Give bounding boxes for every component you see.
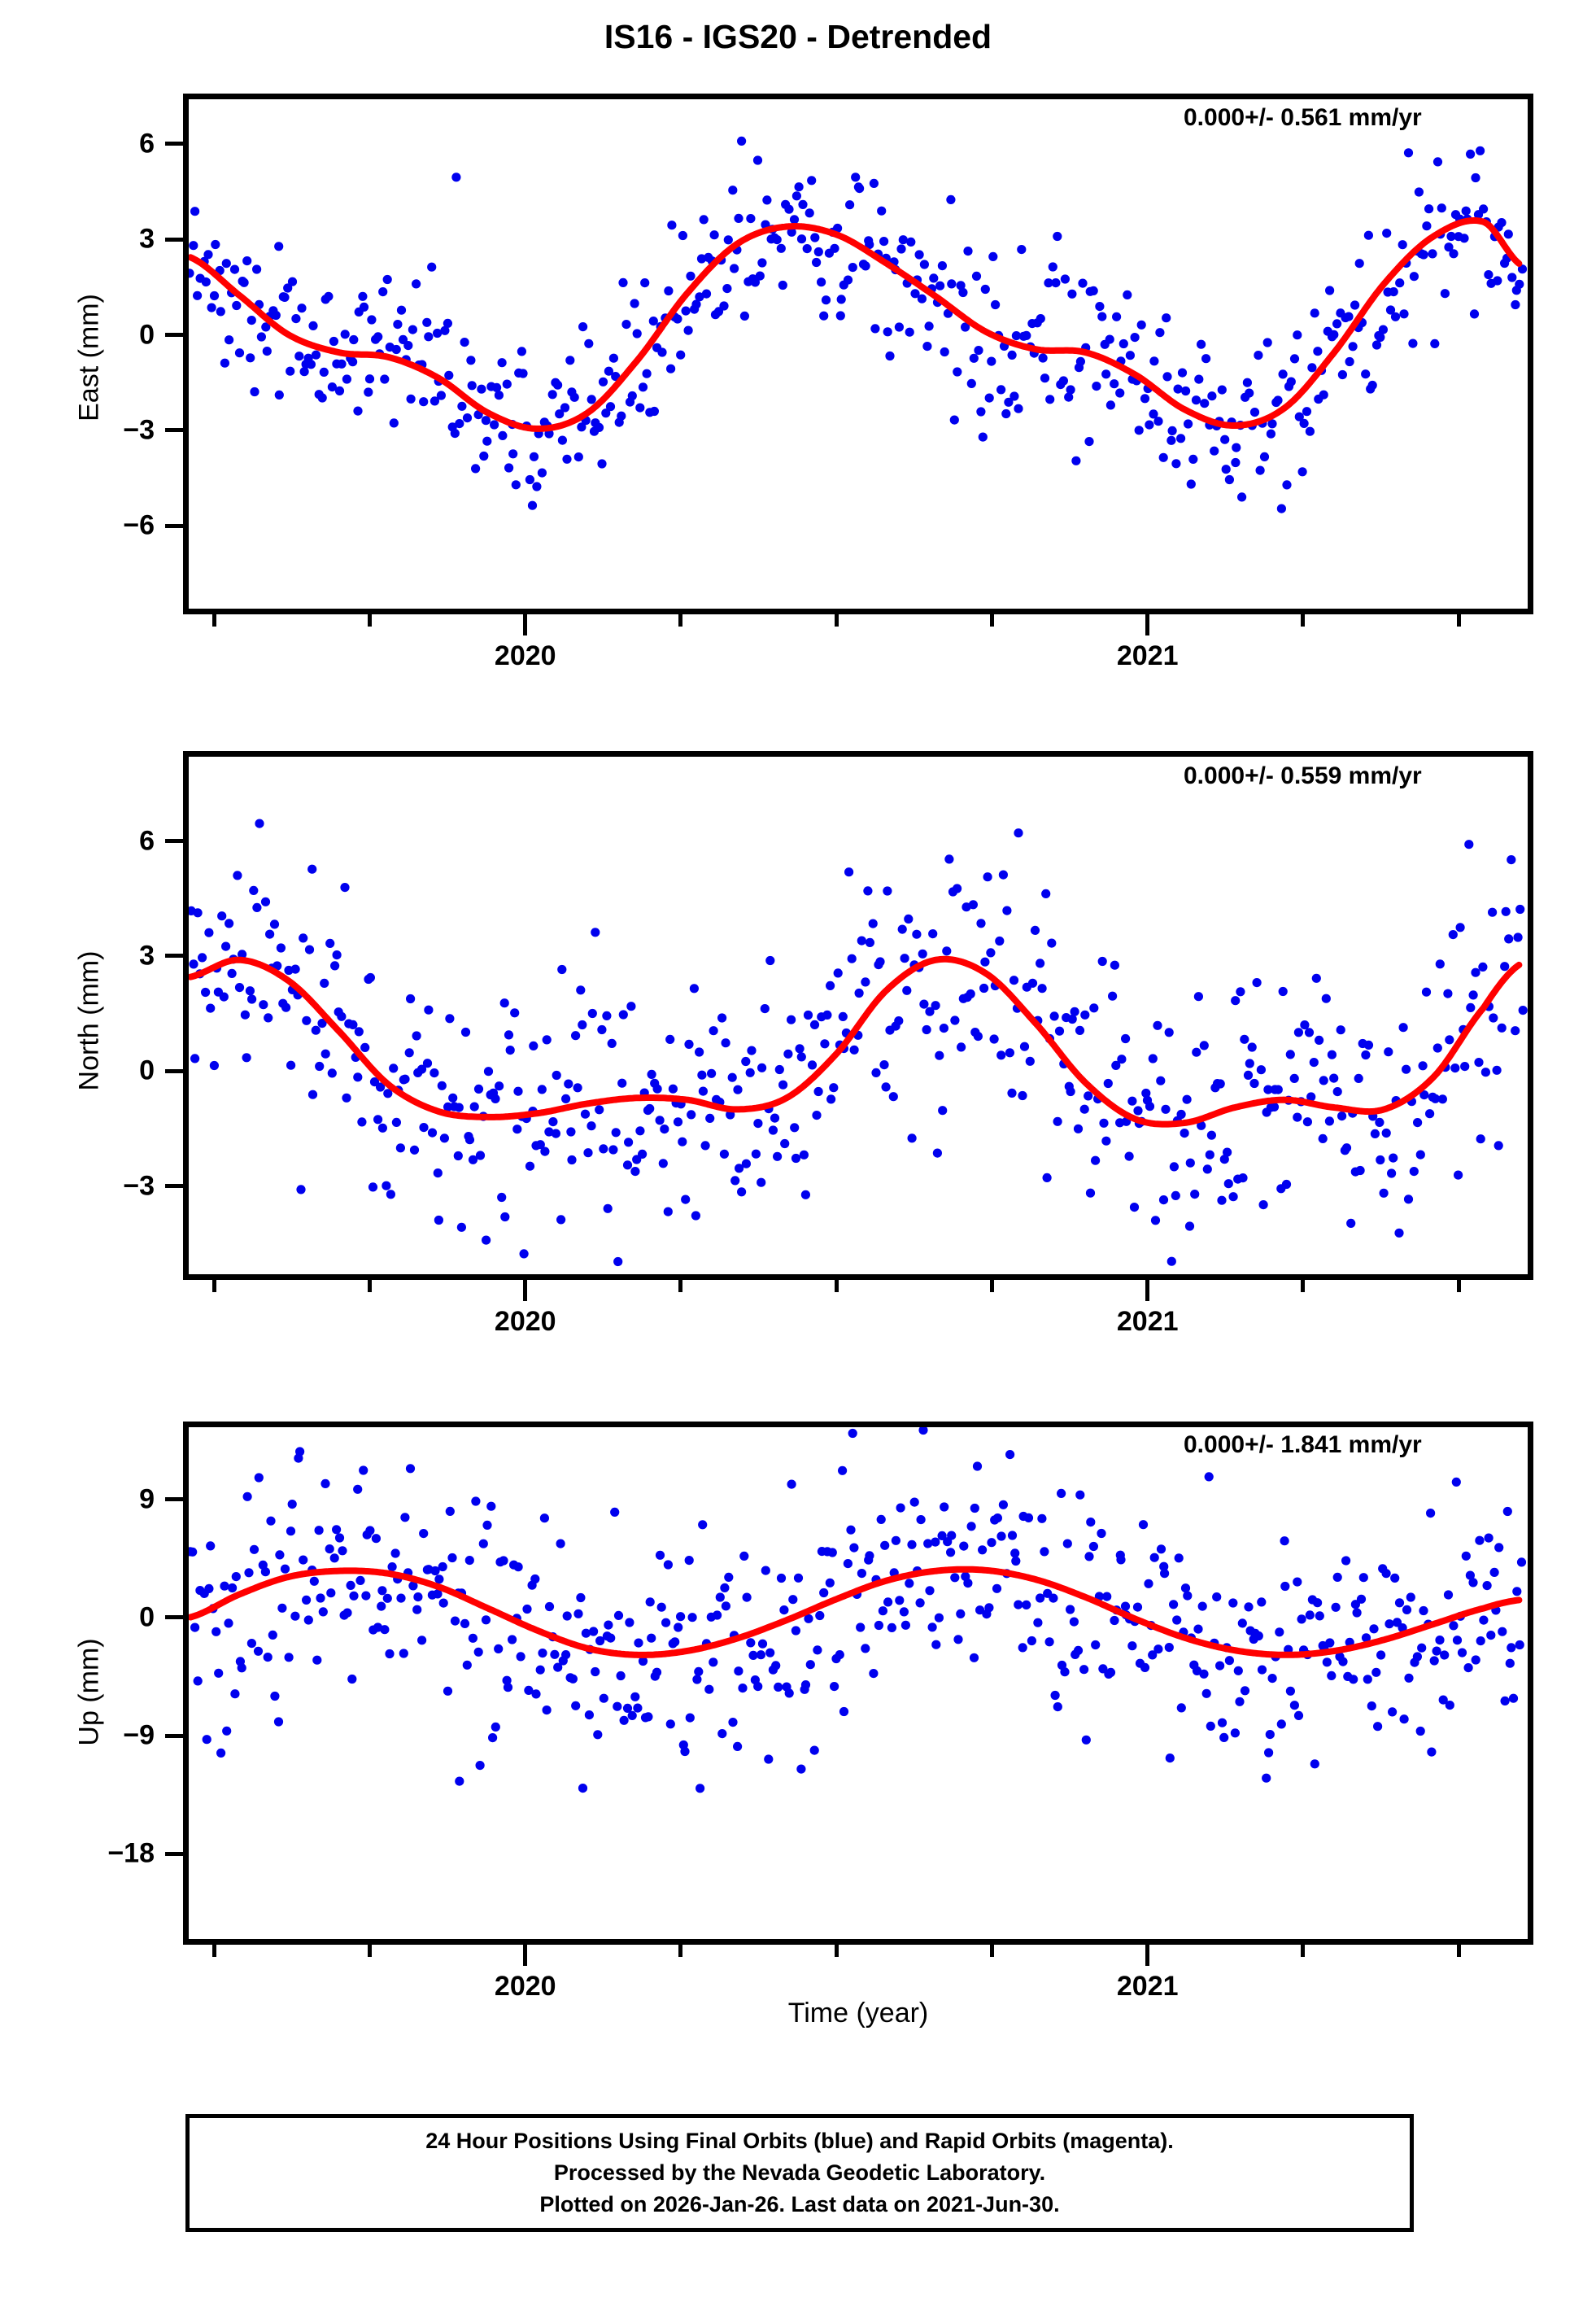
y-tick-label: 9 (139, 1483, 155, 1515)
y-tick-mark (165, 523, 183, 528)
y-tick-mark (165, 333, 183, 338)
y-tick-mark (165, 1851, 183, 1856)
x-minor-tick-mark (1301, 614, 1306, 627)
y-tick-label: 3 (139, 223, 155, 255)
x-minor-tick-mark (367, 1280, 372, 1292)
caption-box: 24 Hour Positions Using Final Orbits (bl… (185, 2114, 1414, 2232)
y-tick-label: 0 (139, 1055, 155, 1086)
y-tick-label: −6 (123, 509, 155, 541)
y-tick-label: 6 (139, 128, 155, 159)
x-minor-tick-mark (1456, 1280, 1461, 1292)
y-tick-mark (165, 1497, 183, 1502)
x-minor-tick-mark (1456, 1945, 1461, 1957)
x-tick-label: 2020 (494, 1306, 556, 1337)
x-tick-label: 2021 (1116, 1971, 1179, 2002)
y-tick-mark (165, 1733, 183, 1738)
panel-north-rate-label: 0.000+/- 0.559 mm/yr (1184, 762, 1422, 789)
x-tick-label: 2021 (1116, 1306, 1179, 1337)
y-tick-mark (165, 1184, 183, 1189)
x-minor-tick-mark (834, 614, 839, 627)
x-minor-tick-mark (989, 614, 994, 627)
x-tick-label: 2020 (494, 1971, 556, 2002)
y-tick-label: −3 (123, 414, 155, 446)
caption-line-1: 24 Hour Positions Using Final Orbits (bl… (425, 2128, 1174, 2153)
panel-up: 0.000+/- 1.841 mm/yr Up (mm) (74, 1422, 1533, 1945)
x-tick-label: 2021 (1116, 640, 1179, 671)
x-major-tick-mark (1145, 1945, 1150, 1966)
x-minor-tick-mark (834, 1280, 839, 1292)
y-tick-mark (165, 954, 183, 959)
y-tick-mark (165, 1068, 183, 1073)
x-minor-tick-mark (211, 614, 216, 627)
panel-up-plot-area (189, 1427, 1527, 1793)
panel-up-frame (183, 1422, 1533, 1945)
x-minor-tick-mark (989, 1280, 994, 1292)
panel-north-plot-area (189, 819, 1528, 1267)
caption-line-2: Processed by the Nevada Geodetic Laborat… (553, 2160, 1046, 2185)
x-major-tick-mark (523, 1280, 528, 1301)
x-minor-tick-mark (678, 1280, 683, 1292)
x-minor-tick-mark (211, 1945, 216, 1957)
y-tick-label: 3 (139, 940, 155, 972)
y-tick-mark (165, 142, 183, 146)
x-tick-label: 2020 (494, 640, 556, 671)
fit-line (189, 955, 1523, 1128)
y-tick-label: −18 (107, 1837, 155, 1869)
panel-east-plot-area (189, 136, 1528, 513)
scatter-points (189, 1427, 1527, 1793)
y-tick-label: 6 (139, 825, 155, 857)
fit-line (189, 217, 1523, 432)
y-tick-label: 0 (139, 319, 155, 351)
page-title: IS16 - IGS20 - Detrended (604, 18, 992, 55)
x-major-tick-mark (1145, 1280, 1150, 1301)
x-minor-tick-mark (678, 614, 683, 627)
panel-east-rate-label: 0.000+/- 0.561 mm/yr (1184, 104, 1422, 131)
y-tick-mark (165, 237, 183, 242)
y-tick-mark (165, 1615, 183, 1620)
panel-up-rate-label: 0.000+/- 1.841 mm/yr (1184, 1431, 1422, 1458)
x-major-tick-mark (1145, 614, 1150, 635)
y-tick-label: −3 (123, 1170, 155, 1202)
panel-east: 0.000+/- 0.561 mm/yr East (mm) (0, 0, 1596, 732)
fit-line (189, 1566, 1523, 1658)
y-tick-label: 0 (139, 1601, 155, 1633)
x-minor-tick-mark (367, 614, 372, 627)
x-minor-tick-mark (834, 1945, 839, 1957)
y-tick-mark (165, 428, 183, 433)
x-minor-tick-mark (678, 1945, 683, 1957)
panel-north: 0.000+/- 0.559 mm/yr North (mm) (74, 751, 1533, 1280)
x-minor-tick-mark (367, 1945, 372, 1957)
panel-north-frame (183, 751, 1533, 1280)
x-minor-tick-mark (211, 1280, 216, 1292)
x-minor-tick-mark (1301, 1280, 1306, 1292)
y-tick-label: −9 (123, 1719, 155, 1751)
x-axis-title: Time (year) (787, 1998, 929, 2029)
scatter-points (189, 819, 1528, 1267)
x-major-tick-mark (523, 614, 528, 635)
x-minor-tick-mark (1456, 614, 1461, 627)
x-minor-tick-mark (989, 1945, 994, 1957)
x-minor-tick-mark (1301, 1945, 1306, 1957)
y-tick-mark (165, 839, 183, 844)
x-major-tick-mark (523, 1945, 528, 1966)
caption-line-3: Plotted on 2026-Jan-26. Last data on 202… (539, 2192, 1060, 2217)
